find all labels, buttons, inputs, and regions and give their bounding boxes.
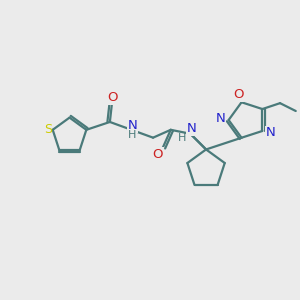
Text: O: O	[153, 148, 163, 161]
Text: H: H	[128, 130, 136, 140]
Text: O: O	[233, 88, 244, 101]
Text: H: H	[178, 133, 187, 143]
Text: N: N	[216, 112, 226, 124]
Text: N: N	[128, 119, 137, 132]
Text: N: N	[187, 122, 196, 135]
Text: S: S	[44, 123, 52, 136]
Text: O: O	[108, 91, 118, 104]
Text: N: N	[265, 126, 275, 140]
